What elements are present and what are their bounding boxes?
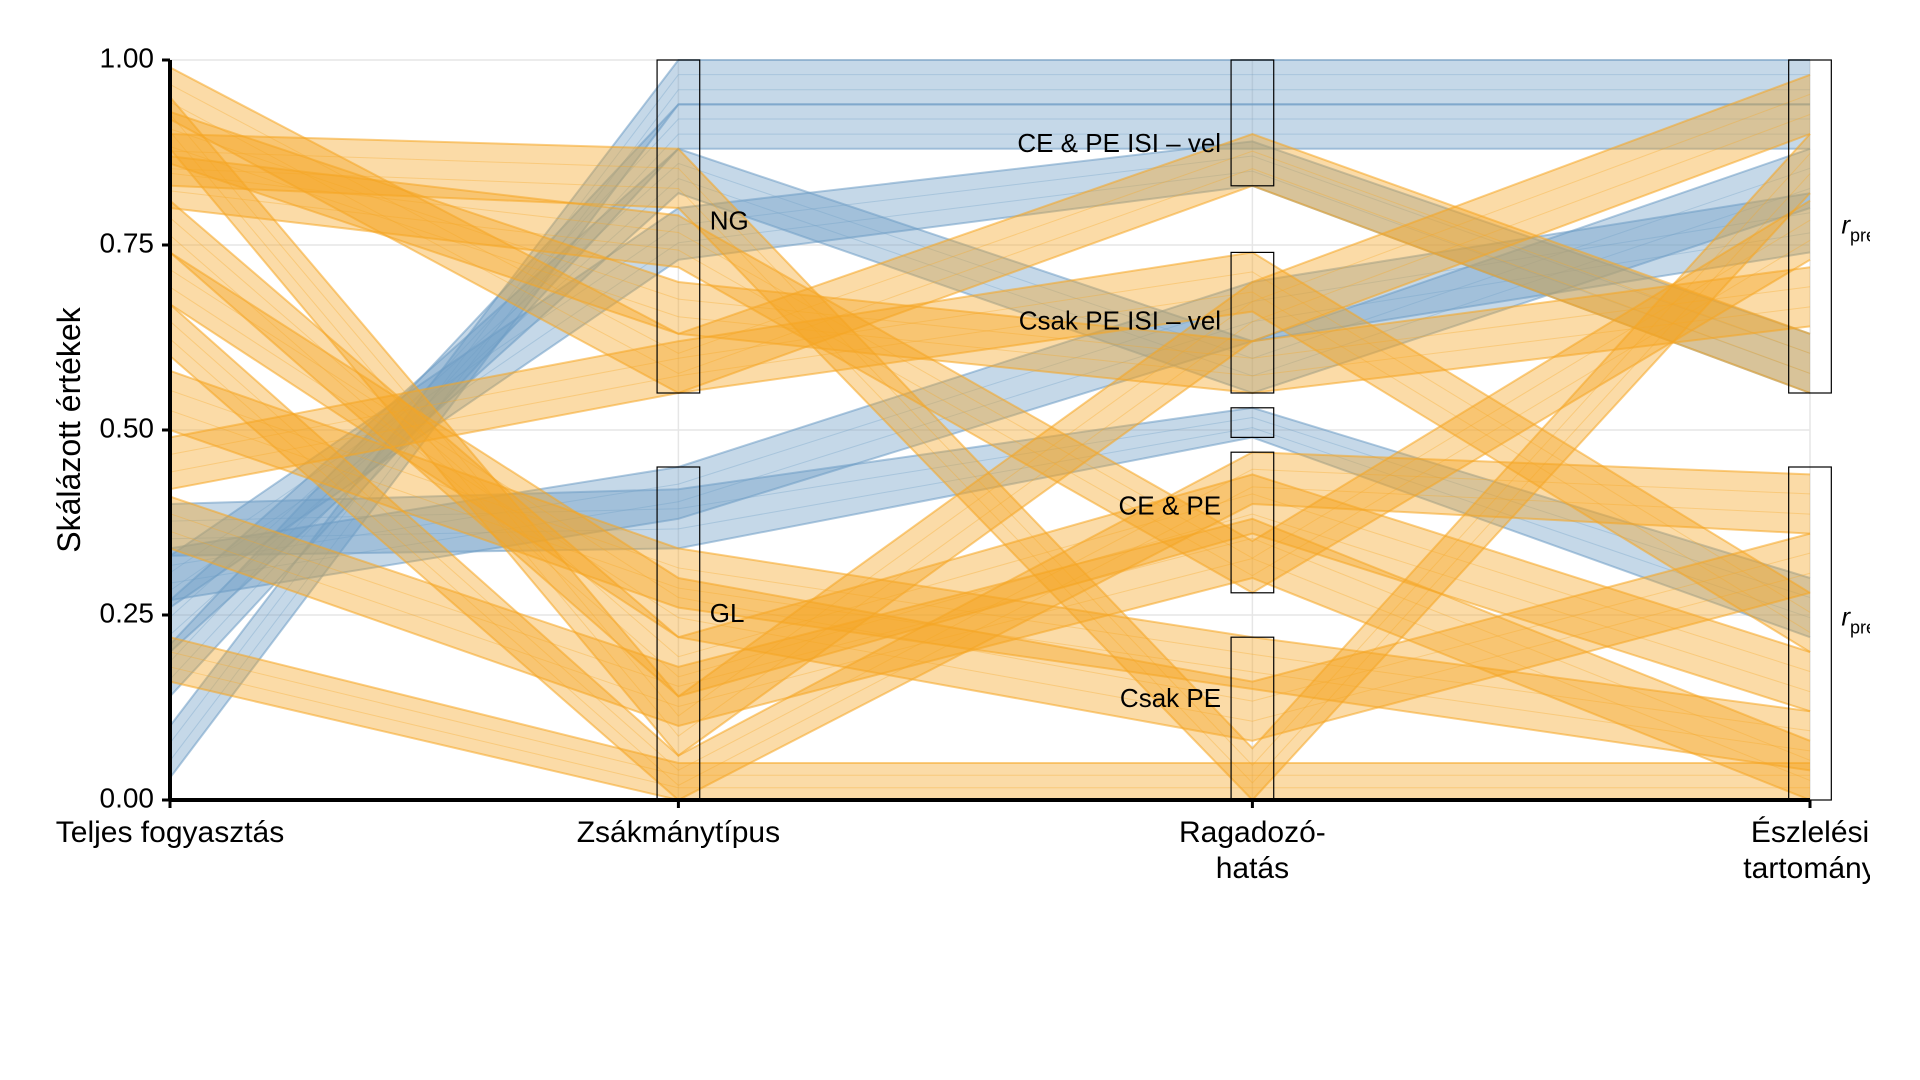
x-axis-label: Észlelési	[1751, 816, 1869, 849]
category-label: Csak PE	[1120, 683, 1221, 713]
category-label: NG	[710, 206, 749, 236]
y-tick-label: 1.00	[100, 42, 155, 73]
x-axis-label: Ragadozó-	[1179, 816, 1326, 849]
y-tick-label: 0.75	[100, 227, 155, 258]
x-axis-label: hatás	[1216, 852, 1289, 885]
category-label: CE & PE ISI – vel	[1017, 128, 1221, 158]
category-label: Csak PE ISI – vel	[1019, 306, 1221, 336]
x-axis-label: Teljes fogyasztás	[56, 816, 284, 849]
y-axis-title: Skálázott értékek	[51, 306, 87, 552]
x-axis-label: tartomány	[1743, 852, 1870, 885]
y-tick-label: 0.25	[100, 597, 155, 628]
category-label: GL	[710, 598, 745, 628]
category-label: CE & PE	[1118, 491, 1221, 521]
category-label: rprey > rP	[1841, 209, 1870, 245]
category-label: rprey < rP	[1841, 602, 1870, 638]
parallel-coordinates-chart: NG GL CE & PE ISI – vel Csak PE ISI – vel CE…	[50, 40, 1870, 1040]
y-tick-label: 0.50	[100, 412, 155, 443]
y-tick-label: 0.00	[100, 782, 155, 813]
x-axis-label: Zsákmánytípus	[577, 816, 780, 849]
